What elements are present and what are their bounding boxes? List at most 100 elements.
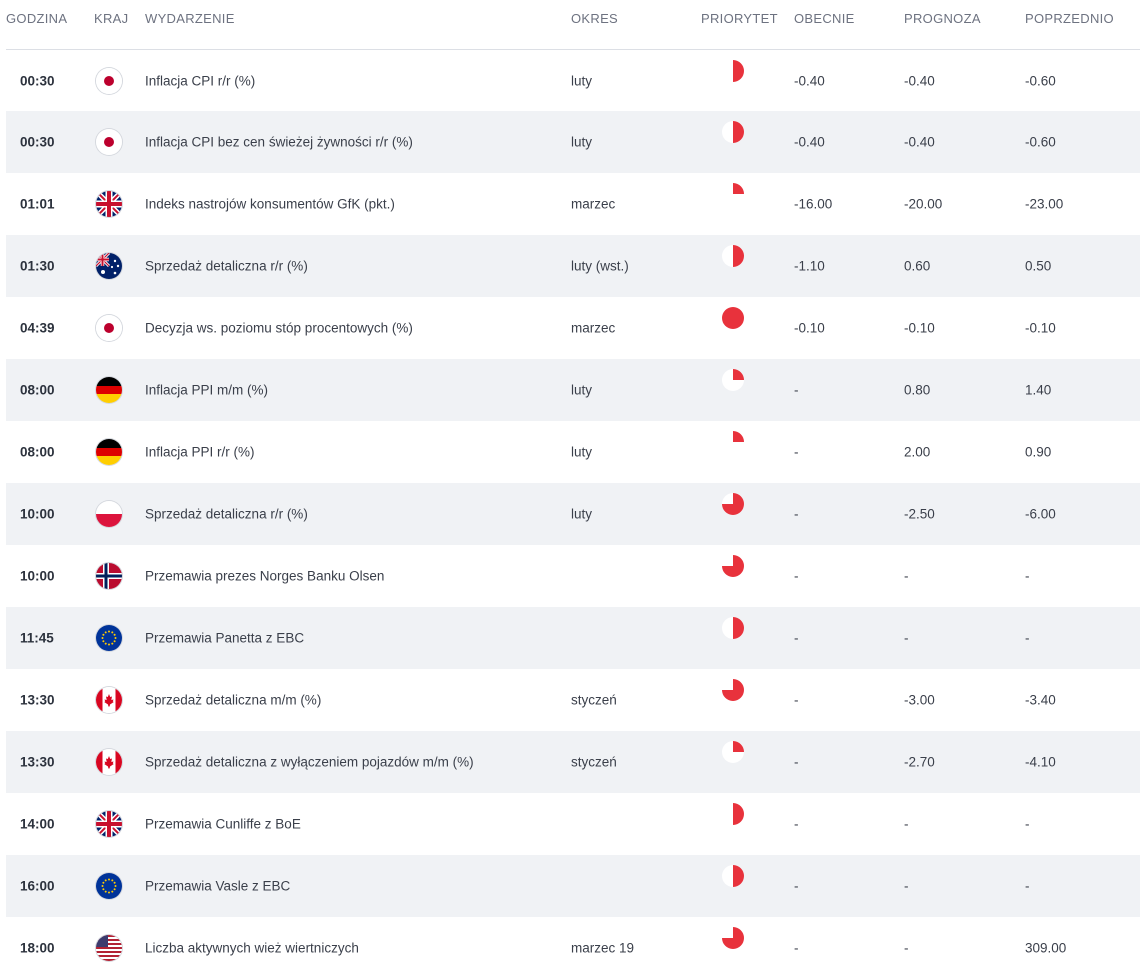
table-row[interactable]: 13:30 Sprzedaż detaliczna z wyłączeniem p… [6, 731, 1140, 793]
forecast-value: -2.50 [904, 506, 935, 522]
forecast-value: -20.00 [904, 196, 943, 212]
event-name[interactable]: Przemawia Vasle z EBC [145, 878, 291, 894]
ca-flag-icon [96, 687, 122, 713]
event-name[interactable]: Inflacja CPI bez cen świeżej żywności r/… [145, 134, 413, 150]
economic-calendar-table: GODZINA KRAJ WYDARZENIE OKRES PRIORYTET … [6, 0, 1140, 979]
event-time: 10:00 [20, 506, 55, 522]
current-value: - [794, 568, 799, 584]
header-event[interactable]: WYDARZENIE [145, 11, 235, 26]
au-flag-icon [96, 253, 122, 279]
priority-indicator [720, 801, 746, 827]
current-value: - [794, 692, 799, 708]
event-period: luty [571, 382, 593, 398]
previous-value: -0.60 [1025, 73, 1056, 88]
previous-value: - [1025, 568, 1030, 584]
forecast-value: - [904, 816, 909, 832]
event-period: luty (wst.) [571, 258, 629, 274]
event-name[interactable]: Przemawia Panetta z EBC [145, 630, 305, 646]
priority-indicator [720, 553, 746, 579]
forecast-value: -0.40 [904, 73, 935, 88]
forecast-value: -0.10 [904, 320, 935, 336]
forecast-value: 0.80 [904, 382, 931, 398]
event-name[interactable]: Przemawia prezes Norges Banku Olsen [145, 568, 385, 584]
current-value: -16.00 [794, 196, 833, 212]
previous-value: -6.00 [1025, 506, 1056, 522]
event-name[interactable]: Decyzja ws. poziomu stóp procentowych (%… [145, 320, 413, 336]
table-row[interactable]: 13:30 Sprzedaż detaliczna m/m (%) styczeń -… [6, 669, 1140, 731]
forecast-value: - [904, 878, 909, 894]
table-row[interactable]: 16:00 Przemawia Vasle z EBC - - - [6, 855, 1140, 917]
header-priority[interactable]: PRIORYTET [701, 11, 778, 26]
table-row[interactable]: 00:30 Inflacja CPI bez cen świeżej żywnoś… [6, 111, 1140, 173]
previous-value: - [1025, 816, 1030, 832]
priority-indicator [720, 863, 746, 889]
header-previous[interactable]: POPRZEDNIO [1025, 11, 1114, 26]
previous-value: 0.50 [1025, 258, 1052, 274]
event-time: 16:00 [20, 878, 55, 894]
priority-indicator [720, 243, 746, 269]
header-country[interactable]: KRAJ [94, 11, 129, 26]
table-row[interactable]: 11:45 Przemawia Panetta z EBC - - - [6, 607, 1140, 669]
previous-value: -0.60 [1025, 134, 1056, 150]
event-name[interactable]: Liczba aktywnych wież wiertniczych [145, 940, 359, 956]
forecast-value: -3.00 [904, 692, 935, 708]
table-row[interactable]: 10:00 Przemawia prezes Norges Banku Olsen… [6, 545, 1140, 607]
table-row[interactable]: 04:39 Decyzja ws. poziomu stóp procentowy… [6, 297, 1140, 359]
table-row[interactable]: 01:01 Indeks nastrojów konsumentów GfK (p… [6, 173, 1140, 235]
event-time: 00:30 [20, 134, 55, 150]
event-name[interactable]: Inflacja PPI m/m (%) [145, 382, 269, 398]
previous-value: -0.10 [1025, 320, 1056, 336]
header-period[interactable]: OKRES [571, 11, 619, 26]
event-name[interactable]: Przemawia Cunliffe z BoE [145, 816, 301, 832]
previous-value: 0.90 [1025, 444, 1052, 460]
previous-value: -23.00 [1025, 196, 1064, 212]
table-body: 00:30 Inflacja CPI r/r (%) luty -0.40 -0.40 -… [6, 50, 1140, 979]
event-period: luty [571, 506, 593, 522]
table-header: GODZINA KRAJ WYDARZENIE OKRES PRIORYTET … [6, 0, 1140, 50]
pl-flag-icon [96, 501, 122, 527]
event-time: 04:39 [20, 320, 55, 336]
table-row[interactable]: 10:00 Sprzedaż detaliczna r/r (%) luty - -2.… [6, 483, 1140, 545]
event-name[interactable]: Sprzedaż detaliczna m/m (%) [145, 692, 322, 708]
current-value: - [794, 878, 799, 894]
header-current[interactable]: OBECNIE [794, 11, 855, 26]
current-value: - [794, 444, 799, 460]
header-time[interactable]: GODZINA [6, 11, 68, 26]
event-name[interactable]: Sprzedaż detaliczna r/r (%) [145, 258, 308, 274]
table-row[interactable]: 14:00 Przemawia Cunliffe z BoE - - - [6, 793, 1140, 855]
current-value: -0.40 [794, 134, 825, 150]
previous-value: - [1025, 630, 1030, 646]
event-name[interactable]: Sprzedaż detaliczna r/r (%) [145, 506, 308, 522]
header-forecast[interactable]: PROGNOZA [904, 11, 981, 26]
priority-indicator [720, 739, 746, 765]
event-time: 13:30 [20, 692, 55, 708]
event-period: marzec [571, 320, 616, 336]
current-value: - [794, 816, 799, 832]
table-row[interactable]: 08:00 Inflacja PPI m/m (%) luty - 0.80 1.40 [6, 359, 1140, 421]
previous-value: - [1025, 878, 1030, 894]
priority-indicator [720, 305, 746, 331]
previous-value: 309.00 [1025, 940, 1067, 956]
event-period: luty [571, 73, 593, 88]
forecast-value: - [904, 940, 909, 956]
table-row[interactable]: 18:00 Liczba aktywnych wież wiertniczych m… [6, 917, 1140, 979]
previous-value: -4.10 [1025, 754, 1056, 770]
priority-indicator [720, 429, 746, 455]
event-name[interactable]: Indeks nastrojów konsumentów GfK (pkt.) [145, 196, 395, 212]
table-row[interactable]: 00:30 Inflacja CPI r/r (%) luty -0.40 -0.40 -… [6, 50, 1140, 111]
event-period: luty [571, 134, 593, 150]
event-name[interactable]: Inflacja PPI r/r (%) [145, 444, 255, 460]
jp-flag-icon [96, 315, 122, 341]
forecast-value: -0.40 [904, 134, 935, 150]
event-time: 00:30 [20, 73, 55, 88]
gb-flag-icon [96, 811, 122, 837]
table-row[interactable]: 08:00 Inflacja PPI r/r (%) luty - 2.00 0.90 [6, 421, 1140, 483]
forecast-value: - [904, 630, 909, 646]
table-row[interactable]: 01:30 Sprzedaż detaliczna r/r (%) luty (ws… [6, 235, 1140, 297]
event-name[interactable]: Inflacja CPI r/r (%) [145, 73, 256, 88]
event-time: 11:45 [20, 630, 54, 646]
forecast-value: 0.60 [904, 258, 931, 274]
priority-indicator [720, 925, 746, 951]
ca-flag-icon [96, 749, 122, 775]
event-name[interactable]: Sprzedaż detaliczna z wyłączeniem pojazd… [145, 754, 474, 770]
